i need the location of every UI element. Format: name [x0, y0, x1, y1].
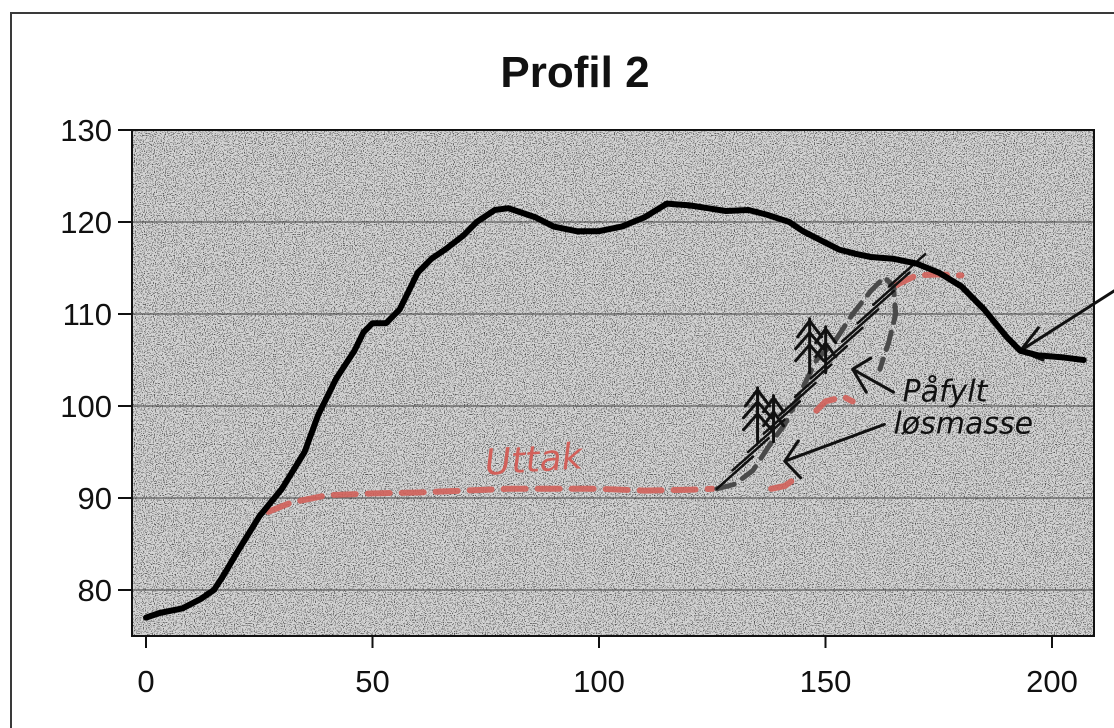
hatch-stroke [731, 436, 770, 472]
x-tick-label: 50 [355, 664, 389, 699]
tree-icon [794, 317, 826, 375]
hatch-stroke [856, 289, 896, 325]
y-tick-label: 100 [60, 389, 112, 424]
hatch-stroke [872, 271, 911, 307]
hatch-stroke [840, 308, 880, 343]
tree-sketches [742, 317, 838, 444]
y-tick-label: 120 [60, 205, 112, 240]
sketch-cut-upper [890, 271, 965, 290]
x-tick-label: 150 [800, 664, 852, 699]
y-tick-label: 110 [63, 297, 112, 332]
sketch-uttak-line [265, 485, 716, 515]
tree-icon [742, 386, 774, 444]
sketch-cut-middle [813, 393, 856, 414]
annotation-uttak: Uttak [484, 436, 586, 484]
y-tick-label: 130 [60, 113, 112, 148]
y-tick-label: 90 [78, 481, 112, 516]
x-tick-label: 100 [573, 664, 625, 699]
hatch-stroke [778, 381, 817, 417]
arrow-pafylt [851, 356, 895, 394]
plot-texture [132, 130, 1094, 636]
hatch-stroke [715, 455, 755, 491]
profile-line [143, 200, 1087, 621]
hatch-stroke [887, 252, 927, 288]
annotation-losmasse: løsmasse [893, 407, 1033, 442]
plot-frame [131, 129, 1095, 637]
hatch-stroke [809, 344, 849, 380]
x-tick-label: 0 [137, 664, 154, 699]
hatch-stroke [746, 418, 786, 454]
sketch-cut-lower [768, 472, 802, 492]
chart-title: Profil 2 [500, 48, 650, 97]
page-border [10, 12, 1114, 728]
y-tick-label: 80 [78, 573, 112, 608]
annotation-pafylt: Påfylt [903, 374, 989, 409]
tree-icon [814, 325, 838, 375]
fill-hatching [715, 252, 927, 491]
tree-icon [762, 394, 786, 444]
arrow-losmasse [783, 422, 886, 480]
x-tick-label: 200 [1026, 664, 1078, 699]
